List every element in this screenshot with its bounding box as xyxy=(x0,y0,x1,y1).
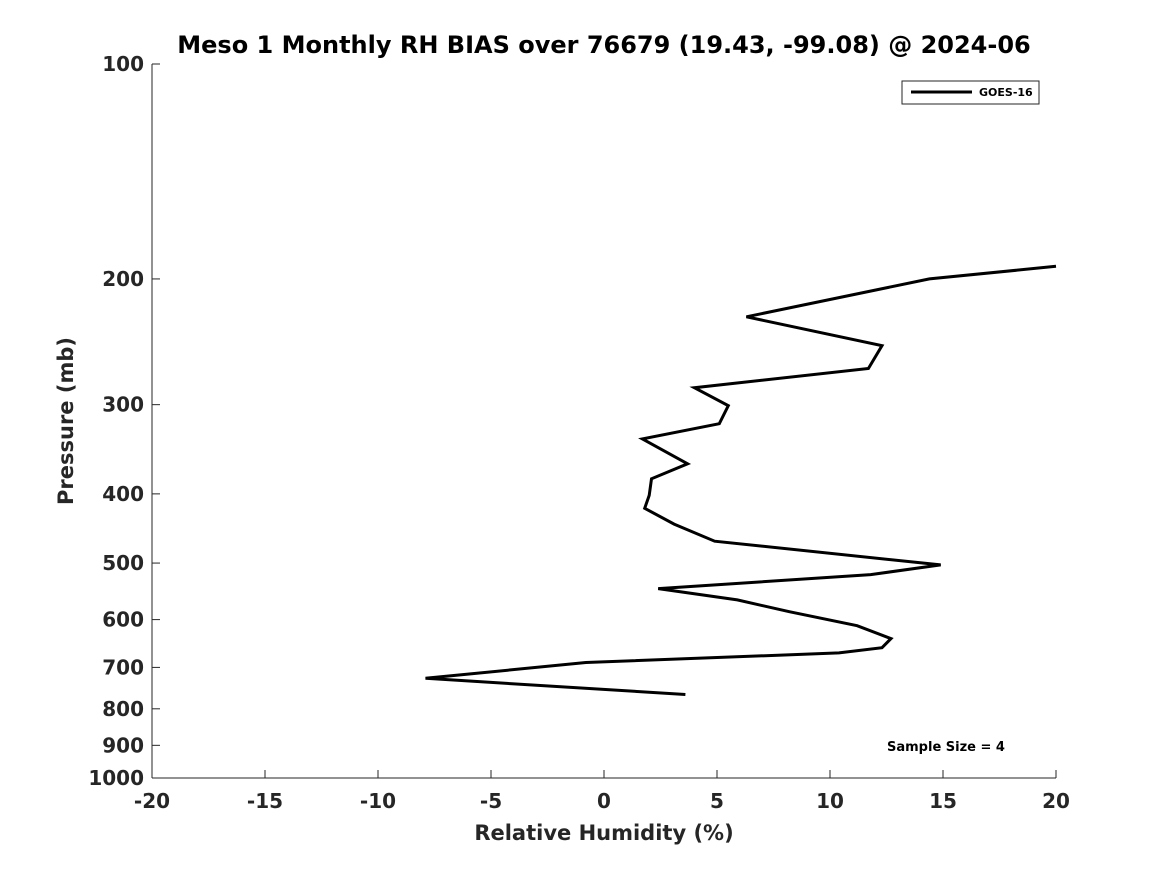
y-tick-label: 600 xyxy=(102,608,144,632)
chart-title: Meso 1 Monthly RH BIAS over 76679 (19.43… xyxy=(177,31,1030,59)
y-tick-label: 700 xyxy=(102,655,144,679)
legend-label: GOES-16 xyxy=(979,86,1033,99)
y-axis-ticks: 100 200 300 400 500 600 700 800 900 1000 xyxy=(88,52,160,790)
x-axis-label: Relative Humidity (%) xyxy=(474,821,733,845)
x-tick-label: 10 xyxy=(816,789,844,813)
y-tick-label: 400 xyxy=(102,482,144,506)
y-tick-label: 1000 xyxy=(88,766,144,790)
x-tick-label: -5 xyxy=(480,789,502,813)
x-tick-label: 0 xyxy=(597,789,611,813)
y-tick-label: 100 xyxy=(102,52,144,76)
x-tick-label: 5 xyxy=(710,789,724,813)
x-tick-label: 15 xyxy=(929,789,957,813)
series-line xyxy=(425,264,1057,696)
y-axis-label: Pressure (mb) xyxy=(54,337,78,505)
plot-area xyxy=(152,64,1056,778)
x-tick-label: -10 xyxy=(360,789,396,813)
x-tick-label: 20 xyxy=(1042,789,1070,813)
y-tick-label: 300 xyxy=(102,393,144,417)
sample-size-annotation: Sample Size = 4 xyxy=(887,740,1005,755)
y-tick-label: 500 xyxy=(102,551,144,575)
x-axis-ticks: -20 -15 -10 -5 0 5 10 15 20 xyxy=(134,770,1070,813)
x-tick-label: -20 xyxy=(134,789,170,813)
y-tick-label: 900 xyxy=(102,733,144,757)
legend: GOES-16 xyxy=(901,80,1040,105)
series-layer xyxy=(425,264,1057,696)
y-tick-label: 800 xyxy=(102,697,144,721)
x-tick-label: -15 xyxy=(247,789,283,813)
y-tick-label: 200 xyxy=(102,267,144,291)
